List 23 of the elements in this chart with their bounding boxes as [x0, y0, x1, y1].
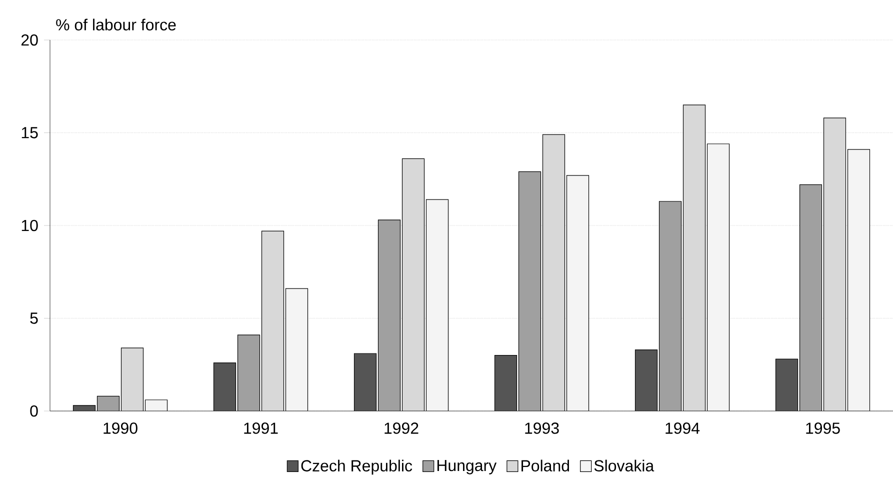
y-tick-label: 15: [22, 127, 38, 138]
bar: [635, 350, 658, 412]
x-tick-label: 1991: [244, 422, 278, 434]
bar: [214, 362, 236, 412]
bar: [494, 355, 517, 412]
bar: [238, 334, 260, 412]
bar: [354, 353, 376, 412]
y-tick-label: 0: [30, 405, 38, 417]
x-tick-label: 1994: [666, 422, 700, 434]
y-tick-label: 5: [30, 312, 38, 324]
legend-label: Czech Republic: [301, 460, 412, 475]
y-tick-label: 20: [21, 34, 38, 46]
bar: [775, 358, 798, 412]
y-axis-title: % of labour force: [56, 18, 176, 30]
x-tick-label: 1993: [525, 422, 559, 434]
x-tick-label: 1992: [384, 422, 418, 434]
legend-label: Slovakia: [594, 460, 654, 472]
y-tick-label: 10: [22, 220, 38, 232]
x-tick-label: 1995: [806, 422, 840, 434]
x-tick-label: 1990: [104, 422, 138, 434]
bar: [97, 396, 120, 412]
legend-label: Poland: [522, 460, 570, 472]
legend-label: Hungary: [437, 460, 497, 474]
